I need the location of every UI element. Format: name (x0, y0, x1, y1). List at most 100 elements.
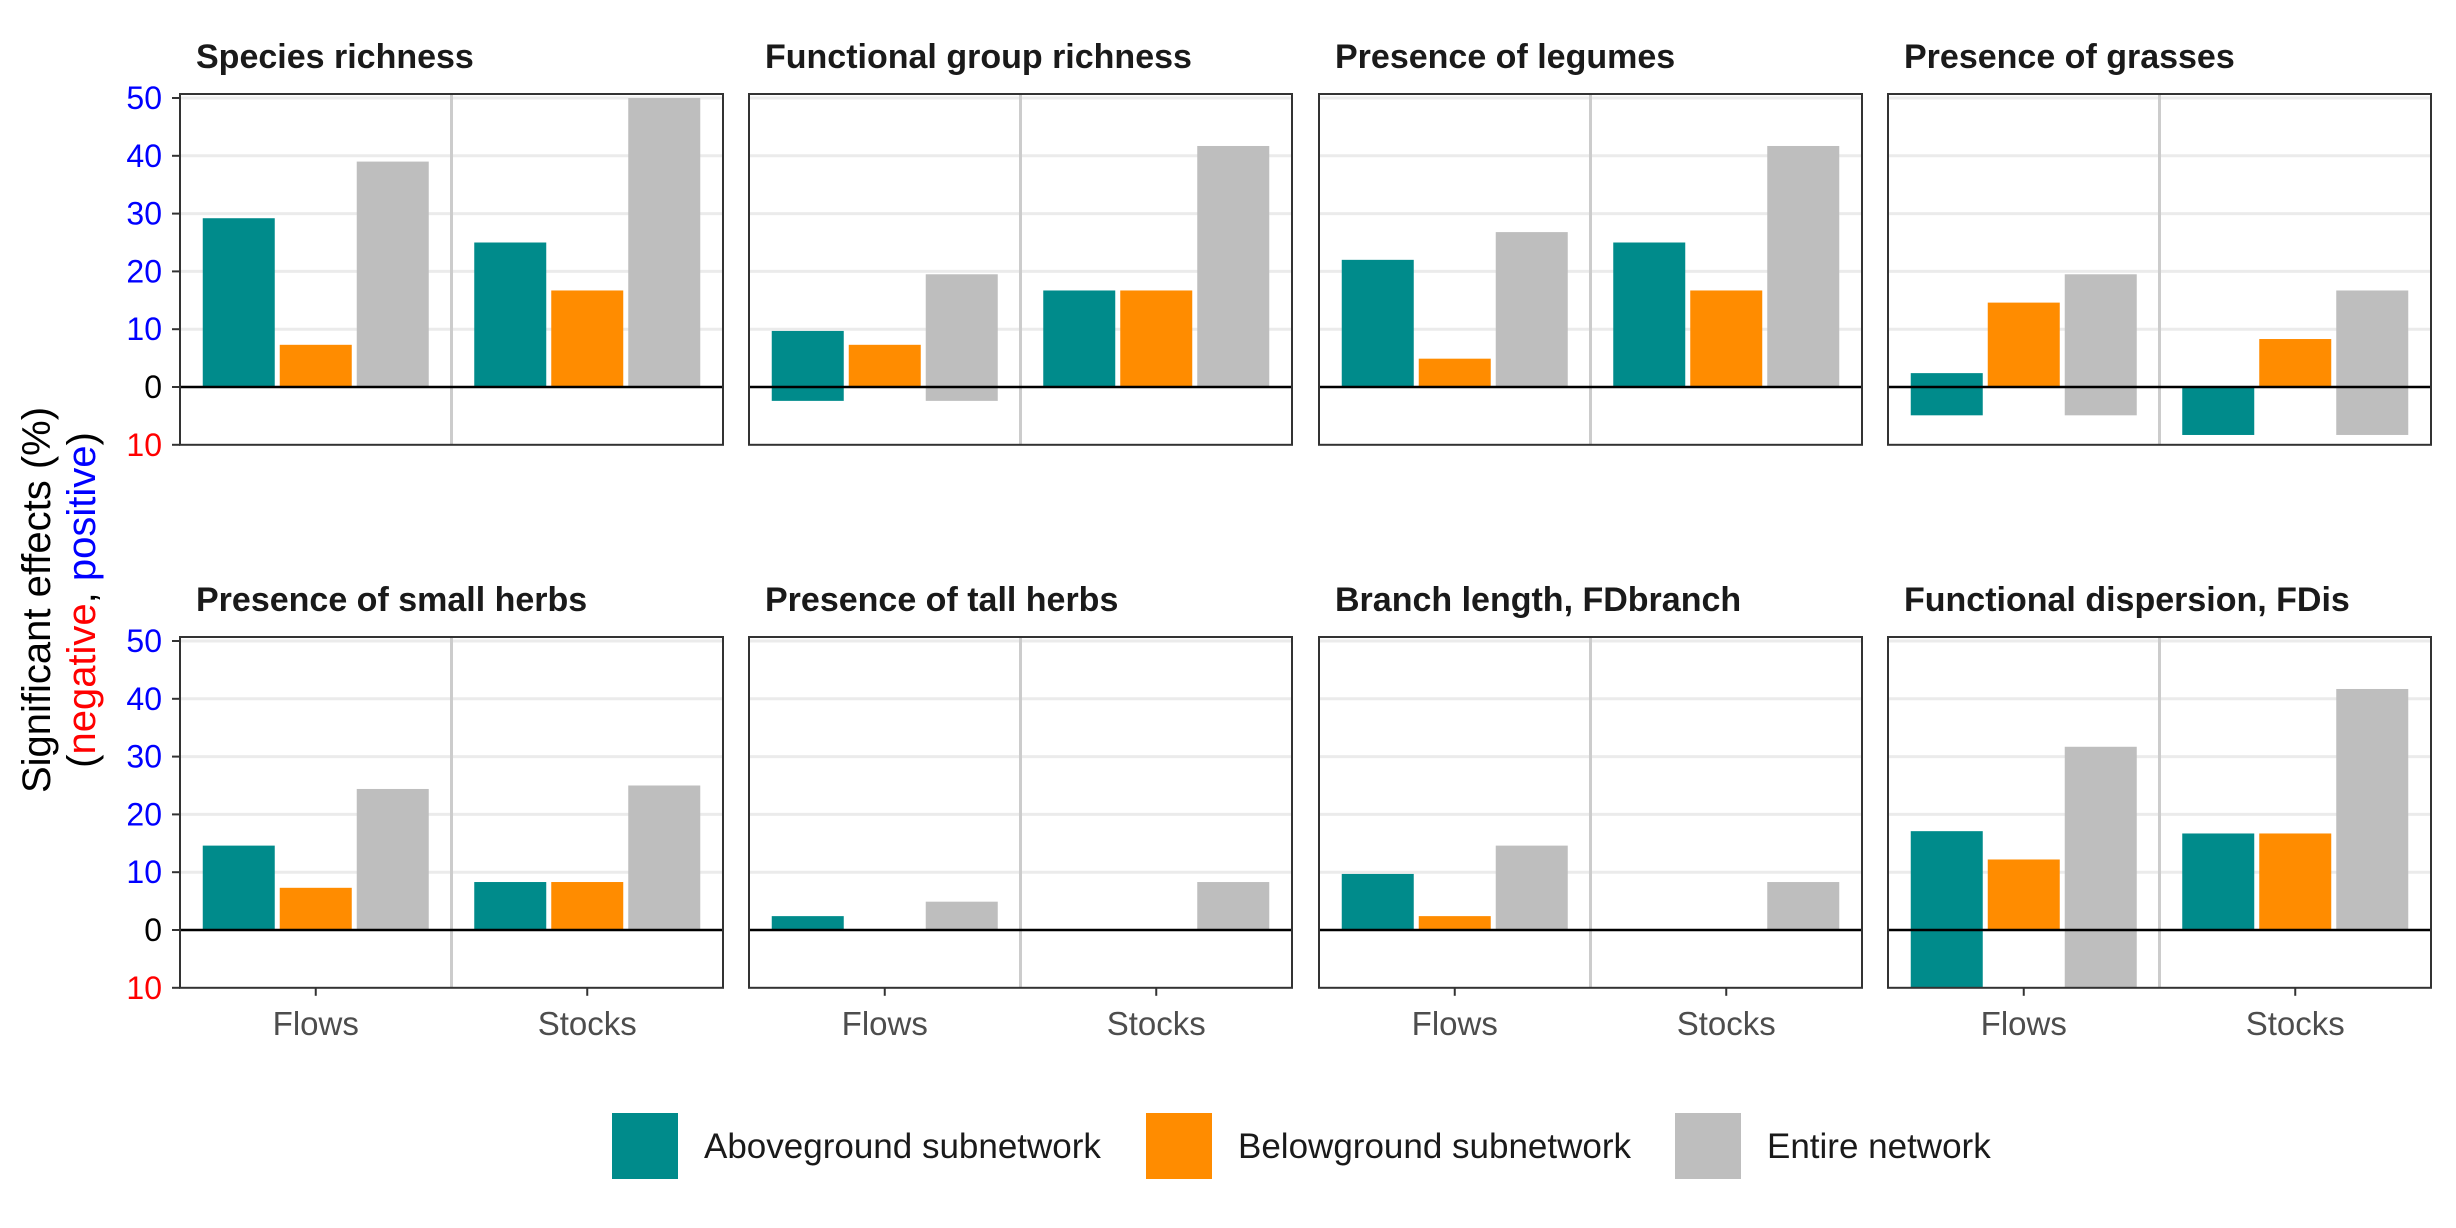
bar-stocks-belowground-subnetwork-positive (551, 290, 624, 387)
bar-flows-aboveground-subnetwork-positive (1910, 831, 1983, 930)
facet-presence-of-grasses: Presence of grasses (1887, 38, 2432, 446)
y-tick-label-40: 40 (126, 681, 162, 717)
bar-stocks-aboveground-subnetwork-positive (2182, 833, 2255, 930)
bar-flows-aboveground-subnetwork-positive (202, 845, 275, 930)
y-axis-title-negative: negative (60, 603, 104, 754)
facet-title: Presence of grasses (1904, 38, 2235, 76)
x-tick-label-stocks: Stocks (538, 1005, 637, 1042)
legend-item-entire-network: Entire network (1675, 1113, 1991, 1179)
bar-flows-aboveground-subnetwork-negative (771, 387, 844, 401)
bar-stocks-entire-network-positive (1197, 882, 1270, 930)
panel-border (1318, 93, 1863, 446)
bar-flows-entire-network-negative (925, 387, 998, 401)
x-tick-label-flows: Flows (1981, 1005, 2067, 1042)
legend-item-aboveground-subnetwork: Aboveground subnetwork (612, 1113, 1101, 1179)
panel-border (748, 93, 1293, 446)
facet-title: Presence of small herbs (196, 581, 587, 619)
bar-flows-belowground-subnetwork-positive (279, 344, 352, 387)
x-tick-label-stocks: Stocks (1107, 1005, 1206, 1042)
x-tick-label-stocks: Stocks (1677, 1005, 1776, 1042)
y-tick-label-30: 30 (126, 739, 162, 775)
y-tick-label-neg10: 10 (126, 427, 162, 463)
y-tick-label-20: 20 (126, 253, 162, 289)
x-tick-label-stocks: Stocks (2246, 1005, 2345, 1042)
bar-flows-aboveground-subnetwork-negative (1910, 387, 1983, 416)
bar-flows-entire-network-positive (2064, 746, 2137, 930)
bar-flows-belowground-subnetwork-positive (848, 344, 921, 387)
facet-title: Branch length, FDbranch (1335, 581, 1741, 619)
facet-presence-of-tall-herbs: Presence of tall herbs Flows Stocks (748, 581, 1293, 1042)
bar-stocks-belowground-subnetwork-positive (1690, 290, 1763, 387)
bar-stocks-entire-network-positive (628, 98, 701, 387)
y-tick-label-20: 20 (126, 796, 162, 832)
facet-title: Presence of tall herbs (765, 581, 1118, 619)
bar-stocks-entire-network-positive (1197, 145, 1270, 387)
y-tick-label-10: 10 (126, 854, 162, 890)
bar-flows-belowground-subnetwork-positive (1987, 859, 2060, 930)
bar-stocks-belowground-subnetwork-positive (1120, 290, 1193, 387)
y-axis-title-positive: positive (60, 445, 104, 581)
bar-stocks-entire-network-positive (2336, 290, 2409, 387)
bar-flows-entire-network-positive (1495, 845, 1568, 930)
legend-label: Belowground subnetwork (1238, 1127, 1632, 1166)
legend: Aboveground subnetwork Belowground subnet… (612, 1113, 1991, 1179)
bar-stocks-aboveground-subnetwork-positive (1613, 242, 1686, 387)
bar-stocks-belowground-subnetwork-positive (2259, 339, 2332, 387)
y-axis-title-close: ) (60, 432, 104, 445)
y-tick-label-40: 40 (126, 138, 162, 174)
bar-flows-entire-network-positive (356, 788, 429, 930)
facet-title: Species richness (196, 38, 474, 76)
bar-flows-entire-network-positive (356, 161, 429, 387)
x-tick-label-flows: Flows (842, 1005, 928, 1042)
y-axis-title-open: ( (60, 754, 104, 768)
bar-flows-aboveground-subnetwork-positive (1341, 873, 1414, 930)
y-axis-title-line1: Significant effects (%) (15, 407, 59, 793)
panel-border (1887, 636, 2432, 989)
bar-flows-entire-network-negative (2064, 387, 2137, 416)
legend-swatch (1675, 1113, 1741, 1179)
facet-functional-dispersion-fdis: Functional dispersion, FDis Flows Stocks (1887, 581, 2432, 1042)
bar-flows-entire-network-positive (2064, 274, 2137, 387)
facet-presence-of-small-herbs: Presence of small herbs 50 40 30 20 10 0 10 Flow… (126, 581, 724, 1042)
bar-flows-belowground-subnetwork-positive (1987, 302, 2060, 387)
bar-flows-belowground-subnetwork-positive (279, 887, 352, 930)
bar-flows-aboveground-subnetwork-positive (1341, 259, 1414, 387)
x-tick-label-flows: Flows (273, 1005, 359, 1042)
panel-border (1318, 636, 1863, 989)
facets: Species richness 50 40 30 20 10 0 10 Functional … (126, 38, 2432, 1042)
facet-title: Functional group richness (765, 38, 1192, 76)
legend-swatch (612, 1113, 678, 1179)
y-axis-title-sep: , (60, 581, 104, 603)
bar-flows-entire-network-positive (925, 274, 998, 387)
facet-branch-length-fdbranch: Branch length, FDbranch Flows Stocks (1318, 581, 1863, 1042)
legend-item-belowground-subnetwork: Belowground subnetwork (1146, 1113, 1632, 1179)
bar-flows-belowground-subnetwork-positive (1418, 358, 1491, 387)
bar-stocks-belowground-subnetwork-positive (2259, 833, 2332, 930)
panel-border (748, 636, 1293, 989)
bar-stocks-aboveground-subnetwork-negative (2182, 387, 2255, 435)
bar-stocks-belowground-subnetwork-positive (551, 882, 624, 930)
panel-border (1887, 93, 2432, 446)
bar-stocks-entire-network-positive (2336, 688, 2409, 930)
bar-stocks-aboveground-subnetwork-positive (474, 242, 547, 387)
bar-flows-entire-network-negative (2064, 930, 2137, 988)
facet-species-richness: Species richness 50 40 30 20 10 0 10 (126, 38, 724, 463)
bar-flows-aboveground-subnetwork-positive (202, 218, 275, 387)
y-tick-label-30: 30 (126, 196, 162, 232)
facet-title: Presence of legumes (1335, 38, 1675, 76)
y-tick-label-0: 0 (144, 369, 162, 405)
bar-flows-aboveground-subnetwork-negative (1910, 930, 1983, 988)
bar-flows-entire-network-positive (1495, 232, 1568, 387)
bar-stocks-entire-network-positive (1767, 882, 1840, 930)
y-tick-label-50: 50 (126, 80, 162, 116)
y-tick-label-0: 0 (144, 912, 162, 948)
facet-functional-group-richness: Functional group richness (748, 38, 1293, 446)
facet-title: Functional dispersion, FDis (1904, 581, 2350, 619)
x-tick-label-flows: Flows (1412, 1005, 1498, 1042)
bar-flows-aboveground-subnetwork-positive (1910, 373, 1983, 387)
bar-flows-belowground-subnetwork-positive (1418, 916, 1491, 930)
facet-presence-of-legumes: Presence of legumes (1318, 38, 1863, 446)
y-tick-label-neg10: 10 (126, 970, 162, 1006)
legend-label: Aboveground subnetwork (704, 1127, 1101, 1166)
